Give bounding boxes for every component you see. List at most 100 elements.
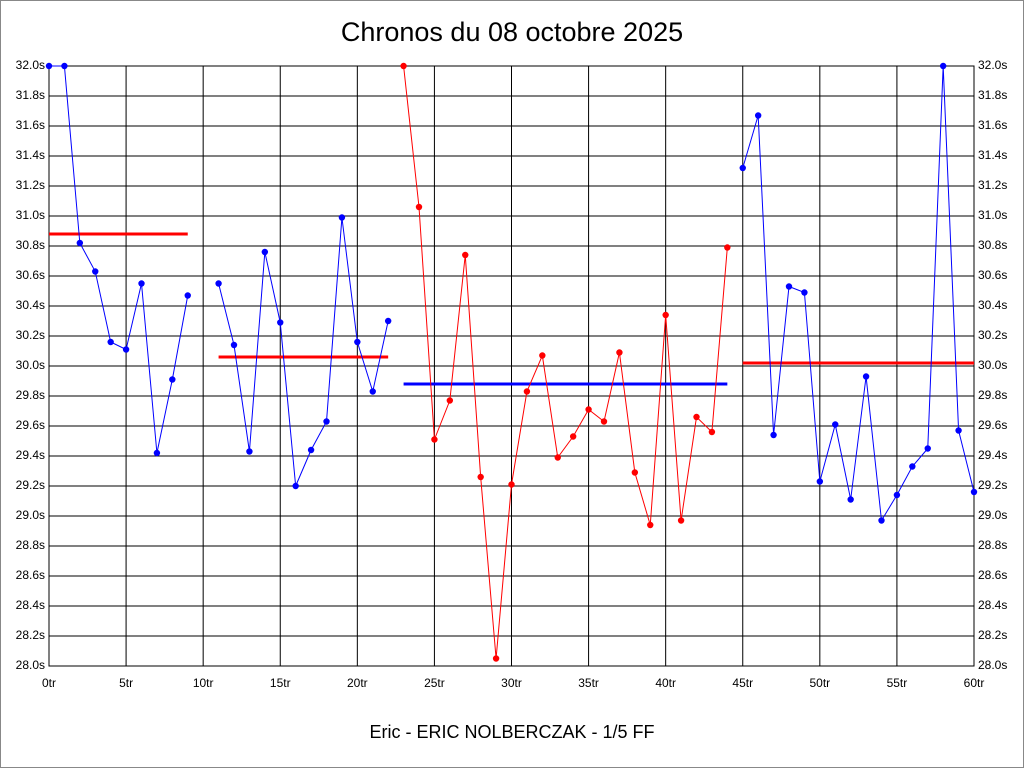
point [677, 517, 685, 524]
point [862, 373, 870, 380]
point [508, 481, 515, 488]
point [616, 349, 623, 356]
y-tick-label-right: 29.0s [978, 508, 1007, 522]
x-axis-label: Eric - ERIC NOLBERCZAK - 1/5 FF [369, 722, 654, 742]
point [230, 341, 238, 349]
point [539, 352, 546, 359]
series-line [742, 65, 975, 523]
point [462, 251, 469, 259]
point [785, 283, 793, 290]
y-tick-label: 31.4s [16, 148, 45, 162]
point [277, 319, 284, 326]
point [492, 655, 500, 662]
y-tick-label: 30.0s [16, 358, 45, 372]
y-tick-label: 28.4s [16, 598, 45, 612]
point [909, 463, 916, 470]
y-tick-label-right: 28.6s [978, 568, 1007, 582]
point [955, 427, 962, 434]
y-tick-label: 30.8s [16, 238, 45, 252]
point [292, 482, 299, 490]
y-tick-label-right: 28.4s [978, 598, 1007, 612]
point [369, 388, 376, 395]
point [924, 445, 931, 452]
y-tick-label: 29.2s [16, 478, 45, 492]
y-tick-label-right: 31.4s [978, 148, 1007, 162]
point [770, 431, 777, 439]
point [446, 397, 454, 404]
y-tick-label: 30.2s [16, 328, 45, 342]
point [246, 448, 253, 455]
y-tick-label: 29.8s [16, 388, 45, 402]
point [76, 239, 84, 247]
y-tick-label-right: 29.4s [978, 448, 1007, 462]
y-tick-label: 28.6s [16, 568, 45, 582]
y-tick-label-right: 32.0s [978, 58, 1007, 72]
point [184, 292, 191, 299]
x-tick-label: 20tr [347, 676, 368, 690]
point [647, 521, 654, 529]
chart-title: Chronos du 08 octobre 2025 [341, 17, 683, 47]
point [569, 433, 577, 440]
y-tick-label: 28.2s [16, 628, 45, 642]
y-tick-label-right: 31.0s [978, 208, 1007, 222]
point [338, 214, 346, 221]
y-tick-label-right: 28.2s [978, 628, 1007, 642]
point [477, 473, 484, 481]
y-tick-label: 30.6s [16, 268, 45, 282]
point [261, 248, 269, 256]
point [754, 112, 762, 119]
x-tick-label: 50tr [809, 676, 830, 690]
series-line [49, 65, 189, 454]
y-tick-label: 29.4s [16, 448, 45, 462]
x-tick-label: 35tr [578, 676, 599, 690]
point [801, 289, 808, 296]
point [724, 244, 731, 251]
series-line [403, 65, 728, 659]
x-tick-label: 55tr [887, 676, 908, 690]
y-tick-label-right: 29.8s [978, 388, 1007, 402]
y-tick-label-right: 30.2s [978, 328, 1007, 342]
y-tick-label-right: 30.0s [978, 358, 1007, 372]
point [970, 488, 978, 496]
x-tick-label: 30tr [501, 676, 522, 690]
point [92, 268, 99, 275]
y-tick-label-right: 29.6s [978, 418, 1007, 432]
y-tick-label: 32.0s [16, 58, 45, 72]
y-tick-label-right: 30.8s [978, 238, 1007, 252]
point [138, 280, 145, 287]
point [631, 469, 639, 476]
y-tick-label: 31.2s [16, 178, 45, 192]
point [523, 388, 531, 395]
y-tick-label: 31.8s [16, 88, 45, 102]
point [832, 421, 839, 428]
point [893, 491, 901, 499]
y-tick-label: 31.6s [16, 118, 45, 132]
y-tick-label-right: 28.8s [978, 538, 1007, 552]
point [554, 454, 561, 461]
point [939, 62, 947, 70]
point [585, 406, 592, 413]
y-tick-label: 28.8s [16, 538, 45, 552]
point [415, 203, 423, 211]
point [708, 428, 716, 436]
point [739, 164, 746, 172]
y-tick-label-right: 28.0s [978, 658, 1007, 672]
point [307, 446, 315, 454]
x-tick-label: 15tr [270, 676, 291, 690]
y-tick-label-right: 30.6s [978, 268, 1007, 282]
point [323, 418, 330, 425]
point [431, 436, 438, 443]
point [215, 280, 222, 287]
y-tick-label: 28.0s [16, 658, 45, 672]
point [816, 478, 824, 485]
point [45, 62, 53, 70]
y-tick-label-right: 29.2s [978, 478, 1007, 492]
point [153, 449, 161, 457]
plot-frame [48, 65, 975, 667]
x-tick-label: 40tr [655, 676, 676, 690]
point [878, 517, 885, 524]
x-tick-label: 10tr [193, 676, 214, 690]
y-tick-label: 29.6s [16, 418, 45, 432]
point [384, 317, 392, 325]
